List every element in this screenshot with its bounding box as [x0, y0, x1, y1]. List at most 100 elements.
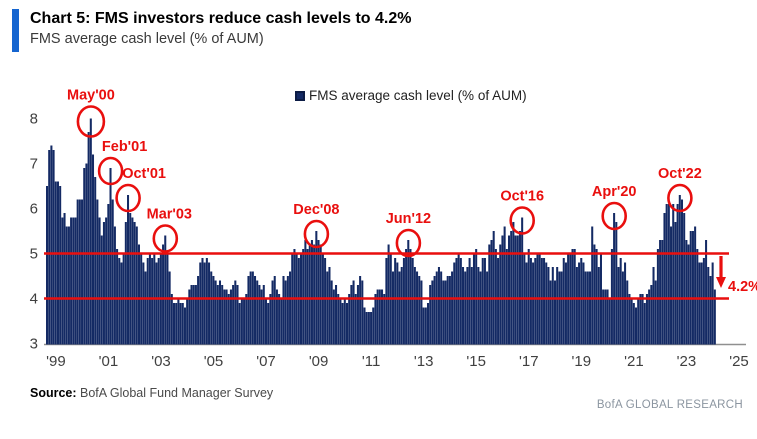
bar — [133, 222, 136, 345]
bar — [65, 226, 68, 345]
bar — [286, 276, 289, 345]
bar — [61, 217, 64, 345]
bar — [654, 280, 657, 345]
annotation-label: Oct'16 — [500, 189, 544, 205]
bar — [589, 271, 592, 345]
annotation-circle — [601, 201, 628, 231]
y-tick-label: 8 — [30, 111, 38, 128]
bar — [422, 307, 425, 345]
bar — [602, 289, 605, 345]
x-tick-label: '99 — [46, 353, 66, 370]
bar — [197, 276, 200, 345]
bar — [282, 276, 285, 345]
bar — [284, 280, 287, 345]
bar — [514, 235, 517, 345]
bar — [608, 298, 611, 345]
bar — [580, 258, 583, 345]
bar — [304, 240, 307, 345]
bar — [319, 244, 322, 345]
x-tick-label: '05 — [204, 353, 224, 370]
bar — [591, 226, 594, 345]
bar — [111, 199, 114, 345]
bar — [306, 249, 309, 345]
bar — [446, 276, 449, 345]
bar — [155, 262, 158, 345]
annotation-circle — [667, 183, 693, 213]
bar — [505, 249, 508, 345]
bar — [652, 267, 655, 345]
bar — [54, 181, 57, 345]
bar — [578, 262, 581, 345]
bar — [359, 276, 362, 345]
bar — [243, 298, 246, 345]
bar — [464, 271, 467, 345]
bar — [249, 271, 252, 345]
bar — [455, 258, 458, 345]
bar — [293, 249, 296, 345]
bar — [483, 258, 486, 345]
bar — [317, 240, 320, 345]
annotation-label: Oct'22 — [658, 166, 702, 182]
bar — [181, 303, 184, 345]
bar — [164, 235, 167, 345]
bar — [543, 258, 546, 345]
bar — [689, 231, 692, 345]
bar — [621, 271, 624, 345]
bar — [556, 267, 559, 345]
bar — [367, 312, 370, 345]
bar — [81, 199, 84, 345]
bar — [564, 262, 567, 345]
bar — [553, 280, 557, 345]
bar — [127, 195, 130, 345]
bar — [271, 280, 274, 345]
bar — [691, 231, 694, 345]
bar — [634, 307, 638, 345]
bar — [137, 244, 140, 345]
bar — [573, 249, 576, 345]
bar — [398, 271, 401, 345]
bar — [619, 258, 622, 345]
bar — [87, 132, 90, 345]
bar — [109, 168, 112, 345]
bar — [593, 244, 596, 345]
chart-legend: FMS average cash level (% of AUM) — [295, 88, 527, 103]
bar — [575, 267, 578, 345]
bar — [492, 231, 495, 345]
bar — [711, 262, 714, 345]
bar — [297, 258, 300, 345]
bar — [705, 240, 708, 345]
bar — [613, 213, 616, 345]
bar — [678, 195, 681, 345]
bar — [562, 258, 565, 345]
bar — [330, 280, 333, 345]
legend-label: FMS average cash level (% of AUM) — [309, 88, 527, 103]
bar — [409, 249, 412, 345]
bar — [175, 303, 178, 345]
bar — [475, 249, 478, 345]
x-tick-label: '13 — [414, 353, 434, 370]
bar — [462, 267, 465, 345]
bar — [240, 298, 243, 345]
bar — [527, 249, 530, 345]
bar — [560, 271, 563, 345]
bar — [670, 226, 673, 345]
annotation-label: Jun'12 — [386, 211, 431, 227]
bar — [236, 285, 239, 345]
bar — [381, 289, 384, 345]
bar — [617, 267, 620, 345]
bar — [545, 262, 548, 345]
bar — [361, 280, 364, 345]
source-label: Source: — [30, 386, 81, 400]
bar — [499, 244, 502, 345]
bar — [615, 222, 618, 345]
bar — [510, 231, 513, 345]
x-tick-label: '01 — [99, 353, 119, 370]
bar — [98, 217, 101, 345]
x-tick-label: '15 — [466, 353, 486, 370]
bar — [503, 226, 506, 345]
y-tick-label: 6 — [30, 201, 38, 218]
bar — [70, 217, 73, 345]
title-accent-bar — [12, 9, 19, 52]
bar — [374, 294, 377, 345]
